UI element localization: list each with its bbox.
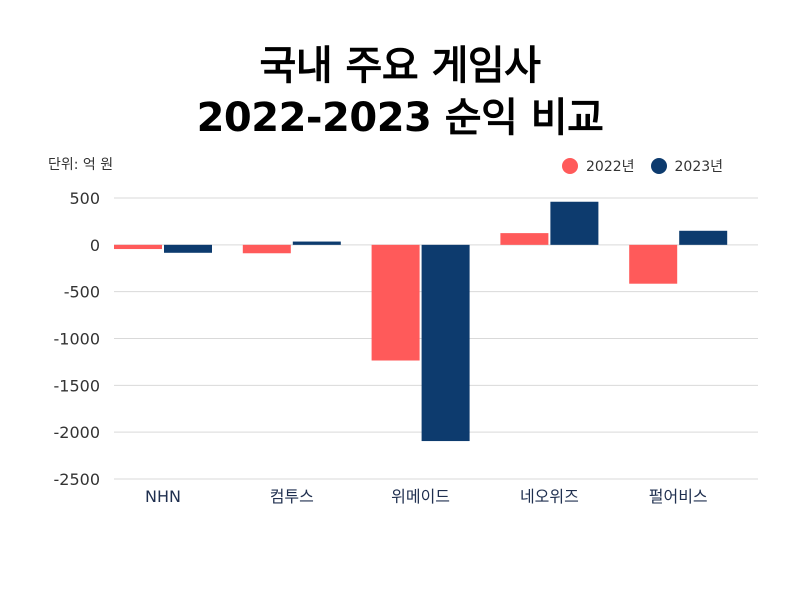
x-tick-label: 펄어비스 bbox=[649, 487, 708, 506]
y-tick-label: -1000 bbox=[54, 330, 101, 349]
x-tick-label: 위메이드 bbox=[391, 487, 450, 506]
bar-2022 bbox=[371, 244, 420, 361]
bar-2023 bbox=[164, 244, 212, 253]
y-tick-label: -2500 bbox=[54, 470, 101, 489]
y-tick-label: 500 bbox=[69, 189, 100, 208]
chart-title-line-1: 국내 주요 게임사 bbox=[259, 43, 541, 89]
y-tick-label: -1500 bbox=[54, 376, 101, 395]
y-tick-label: 0 bbox=[90, 236, 100, 255]
chart-title: 국내 주요 게임사 2022-2023 순익 비교 bbox=[0, 40, 800, 144]
unit-label: 단위: 억 원 bbox=[48, 157, 114, 173]
bar-2023 bbox=[550, 201, 599, 245]
legend-item-2023: 2023년 bbox=[650, 156, 724, 176]
y-tick-label: -500 bbox=[64, 283, 100, 302]
legend-swatch-2022 bbox=[562, 158, 578, 174]
x-tick-label: 컴투스 bbox=[270, 487, 314, 506]
y-tick-label: -2000 bbox=[54, 423, 101, 442]
legend-label-2023: 2023년 bbox=[674, 159, 724, 175]
bar-2022 bbox=[242, 244, 291, 254]
chart-title-line-2: 2022-2023 순익 비교 bbox=[196, 95, 604, 141]
bar-2022 bbox=[629, 244, 678, 284]
bar-2023 bbox=[421, 244, 470, 442]
bar-2023 bbox=[292, 241, 341, 245]
bar-2022 bbox=[500, 233, 549, 245]
bar-2022 bbox=[114, 244, 162, 250]
legend-label-2022: 2022년 bbox=[586, 159, 635, 175]
x-tick-label: 네오위즈 bbox=[520, 487, 579, 506]
x-tick-label: NHN bbox=[145, 487, 181, 506]
bar-2023 bbox=[679, 230, 728, 245]
legend-item-2022: 2022년 bbox=[562, 156, 635, 176]
chart-legend: 2022년 2023년 bbox=[562, 156, 739, 176]
legend-swatch-2023 bbox=[650, 158, 667, 174]
